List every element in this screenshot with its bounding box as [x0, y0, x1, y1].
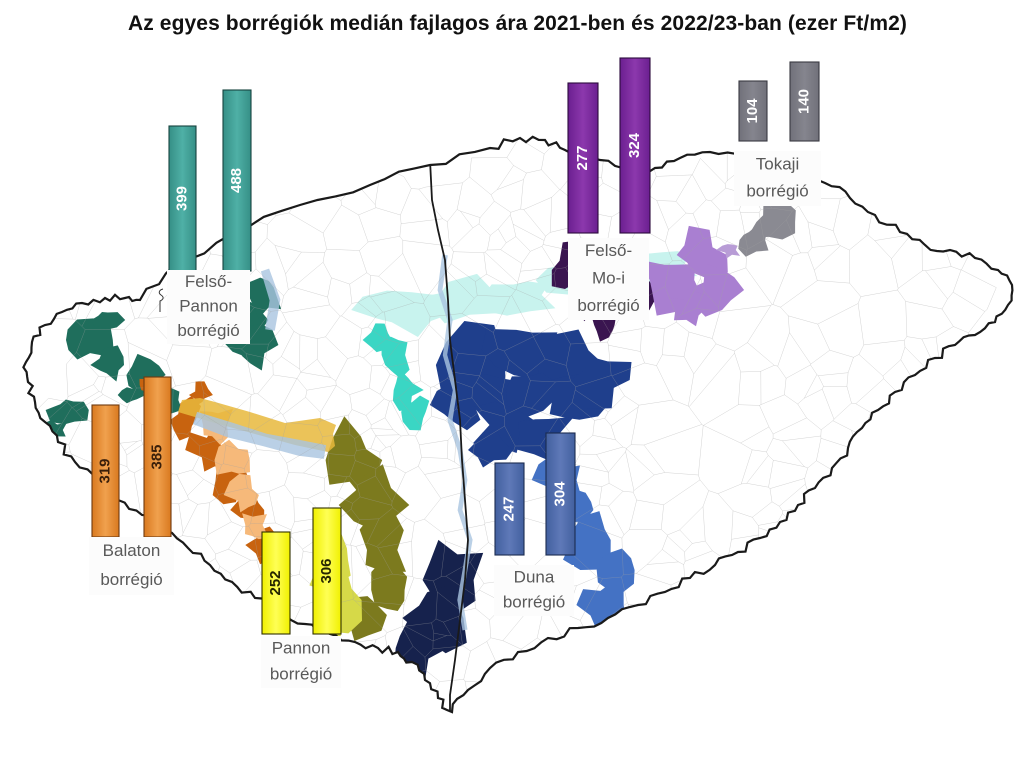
svg-text:488: 488 [228, 168, 245, 193]
svg-text:Felső-: Felső- [185, 272, 232, 291]
svg-text:319: 319 [96, 458, 113, 483]
svg-text:247: 247 [500, 496, 517, 521]
svg-text:304: 304 [551, 481, 568, 507]
svg-text:borrégió: borrégió [746, 182, 808, 201]
svg-text:Felső-: Felső- [585, 241, 632, 260]
svg-text:399: 399 [173, 186, 190, 211]
svg-text:277: 277 [574, 145, 591, 170]
svg-text:Pannon: Pannon [272, 638, 331, 657]
svg-text:Tokaji: Tokaji [756, 154, 799, 173]
svg-text:Balaton: Balaton [103, 541, 161, 560]
svg-text:Pannon: Pannon [179, 296, 238, 315]
svg-text:borrégió: borrégió [270, 664, 332, 683]
svg-text:324: 324 [626, 132, 643, 158]
svg-text:385: 385 [148, 444, 165, 469]
svg-text:140: 140 [795, 89, 812, 114]
svg-text:306: 306 [318, 558, 335, 583]
svg-text:Mo-i: Mo-i [592, 268, 625, 287]
svg-text:104: 104 [744, 98, 761, 124]
svg-text:borrégió: borrégió [503, 593, 565, 612]
svg-text:borrégió: borrégió [577, 296, 639, 315]
svg-text:borrégió: borrégió [100, 570, 162, 589]
svg-text:252: 252 [267, 570, 284, 595]
svg-text:borrégió: borrégió [177, 321, 239, 340]
svg-text:Duna: Duna [514, 567, 555, 586]
